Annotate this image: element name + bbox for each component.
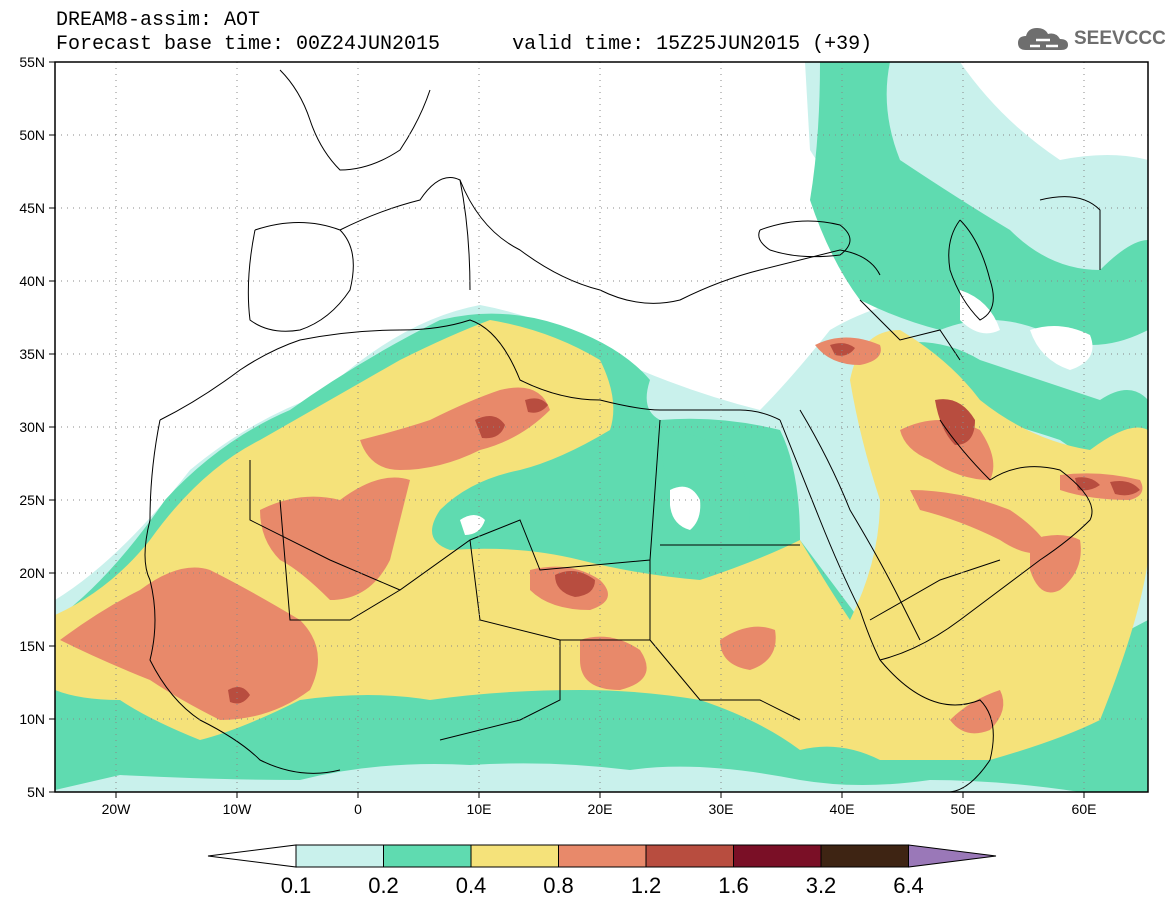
gridlines (55, 62, 1148, 792)
tick-marks (49, 61, 1085, 798)
x-axis-labels: 20W 10W 0 10E 20E 30E 40E 50E 60E (102, 801, 1097, 817)
logo-text: SEEVCCC (1074, 28, 1165, 49)
colorbar-segment (558, 844, 647, 868)
x-tick-label: 40E (830, 801, 855, 817)
colorbar-segment (295, 844, 384, 868)
colorbar-segment (470, 844, 559, 868)
x-tick-label: 30E (709, 801, 734, 817)
colorbar-segment (645, 844, 734, 868)
colorbar-label: 0.4 (456, 873, 487, 898)
x-tick-label: 10E (467, 801, 492, 817)
colorbar-labels: 0.1 0.2 0.4 0.8 1.2 1.6 3.2 6.4 (281, 873, 924, 898)
y-tick-label: 30N (19, 419, 45, 435)
x-tick-label: 0 (354, 801, 362, 817)
y-tick-label: 45N (19, 200, 45, 216)
y-tick-label: 50N (19, 127, 45, 143)
colorbar-segment (383, 844, 472, 868)
x-tick-label: 20E (588, 801, 613, 817)
aot-low-areas (460, 290, 1093, 535)
colorbar-label: 3.2 (806, 873, 837, 898)
colorbar (207, 844, 997, 868)
colorbar-right-arrow (908, 844, 997, 868)
colorbar-label: 6.4 (893, 873, 924, 898)
forecast-time-line: Forecast base time: 00Z24JUN2015 valid t… (56, 33, 873, 56)
x-tick-label: 10W (223, 801, 253, 817)
x-tick-label: 50E (951, 801, 976, 817)
aot-contour-fields (55, 62, 1148, 792)
colorbar-label: 0.2 (368, 873, 399, 898)
y-tick-label: 25N (19, 492, 45, 508)
x-tick-label: 60E (1072, 801, 1097, 817)
cloud-icon (1018, 28, 1068, 50)
y-tick-label: 20N (19, 565, 45, 581)
y-tick-label: 55N (19, 54, 45, 70)
y-tick-label: 15N (19, 638, 45, 654)
colorbar-label: 1.2 (631, 873, 662, 898)
x-tick-label: 20W (102, 801, 132, 817)
y-axis-labels: 55N 50N 45N 40N 35N 30N 25N 20N 15N 10N … (19, 54, 45, 800)
colorbar-left-arrow (207, 844, 297, 868)
map-title: DREAM8-assim: AOT (56, 9, 261, 32)
y-tick-label: 5N (27, 784, 45, 800)
colorbar-label: 0.8 (543, 873, 574, 898)
y-tick-label: 40N (19, 273, 45, 289)
seevccc-logo: SEEVCCC (1016, 22, 1165, 56)
colorbar-label: 0.1 (281, 873, 312, 898)
colorbar-label: 1.6 (718, 873, 749, 898)
y-tick-label: 10N (19, 711, 45, 727)
colorbar-segment (733, 844, 822, 868)
aot-band-1.2-1.6 (228, 343, 1140, 704)
colorbar-segment (820, 844, 909, 868)
y-tick-label: 35N (19, 346, 45, 362)
